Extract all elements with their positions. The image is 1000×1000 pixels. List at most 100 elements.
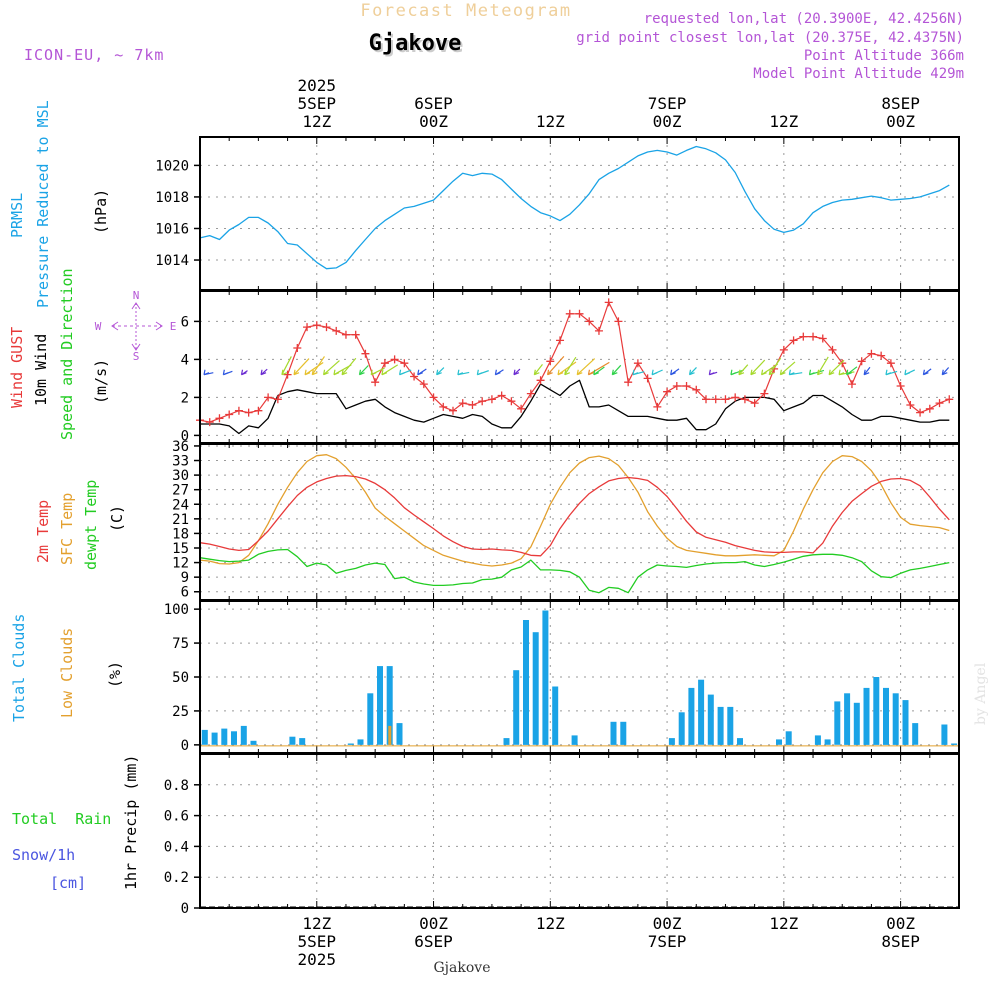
wind-gust-marker <box>614 317 623 326</box>
wind-gust-marker <box>633 359 642 368</box>
y-tick-label: 0 <box>181 428 189 444</box>
wind-arrow-head <box>863 369 870 376</box>
total-cloud-bar <box>289 736 296 745</box>
wind-gust-marker <box>351 330 360 339</box>
wind-arrow-head <box>222 369 229 376</box>
wind-arrow-head <box>370 369 377 376</box>
wind-arrow-head <box>417 369 423 376</box>
pressure-unit: (hPa) <box>92 189 110 234</box>
y-tick-label: 0 <box>181 738 189 754</box>
total-cloud-bar <box>542 610 549 745</box>
total-cloud-bar <box>707 694 714 745</box>
compass-rose: N S W E <box>95 289 177 363</box>
time-label-top: 12Z <box>302 112 331 131</box>
time-label-top: 6SEP <box>414 94 453 113</box>
precip-label: 1hr Precip (mm) <box>122 755 140 890</box>
wind-arrow-head <box>576 369 583 376</box>
wind-gust-marker <box>225 410 234 419</box>
total-cloud-bar <box>377 666 383 745</box>
info-point-altitude: Point Altitude 366m <box>804 48 964 64</box>
wind-arrow-head <box>293 369 300 376</box>
y-tick-label: 0 <box>181 901 189 917</box>
total-cloud-bar <box>717 706 724 745</box>
wind-direction-arrow <box>359 365 369 376</box>
location-title: Gjakove <box>369 31 462 56</box>
total-cloud-bar <box>688 687 695 745</box>
y-tick-label: 0.4 <box>164 839 189 855</box>
low-cloud-bar <box>388 725 392 745</box>
total-cloud-bar <box>853 702 860 745</box>
wind-gust-marker <box>779 345 788 354</box>
y-tick-label: 0.2 <box>164 870 189 886</box>
wind-gust-marker <box>390 355 399 364</box>
wind-gust-marker <box>925 404 934 413</box>
total-cloud-bar <box>698 679 705 745</box>
wind-arrow-head <box>494 369 501 376</box>
time-label-top: 00Z <box>653 112 682 131</box>
wind-direction-arrow <box>779 361 796 376</box>
info-model-altitude: Model Point Altitude 429m <box>753 66 964 82</box>
y-tick-label: 15 <box>172 541 189 557</box>
wind-direction-arrow <box>863 366 871 376</box>
wind-gust-marker <box>711 395 720 404</box>
y-tick-label: 0.8 <box>164 778 189 794</box>
wind-gust-marker <box>935 399 944 408</box>
y-tick-label: 25 <box>172 704 189 720</box>
wind-direction-arrow <box>311 356 325 376</box>
wind-arrow-head <box>708 369 715 376</box>
time-label-top: 12Z <box>769 112 798 131</box>
precip-rain-label: Total Rain <box>12 810 111 828</box>
total-cloud-bar <box>513 670 520 745</box>
wind-gust-marker <box>818 334 827 343</box>
wind-gust-marker <box>585 317 594 326</box>
wind-arrow-head <box>730 369 737 376</box>
temp-sfc-line <box>199 454 950 567</box>
total-cloud-bar <box>396 723 403 745</box>
wind-gust-marker <box>886 359 895 368</box>
wind-gust-marker <box>877 351 886 360</box>
wind-speed-label: Speed and Direction <box>58 268 76 440</box>
total-cloud-bar <box>883 687 889 745</box>
total-cloud-bar <box>532 632 539 745</box>
time-label-bottom: 5SEP <box>298 932 337 951</box>
wind-direction-arrow <box>941 367 950 376</box>
y-tick-label: 50 <box>172 670 189 686</box>
wind-gust-marker <box>264 393 273 402</box>
time-label-bottom: 12Z <box>536 914 565 933</box>
wind-gust-marker <box>906 401 915 409</box>
time-label-bottom: 2025 <box>298 950 337 969</box>
wind-gust-marker <box>682 382 691 390</box>
wind-direction-arrow <box>689 367 697 376</box>
wind-gust-marker <box>546 357 555 366</box>
wind-direction-arrow <box>304 361 324 376</box>
wind-gust-marker <box>205 418 214 427</box>
wind-gust-marker <box>478 397 487 406</box>
wind-gust-marker <box>896 382 905 390</box>
time-label-bottom: 00Z <box>653 914 682 933</box>
y-tick-label: 6 <box>181 314 189 330</box>
panel-frame <box>199 136 960 291</box>
info-gridpoint: grid point closest lon,lat (20.375E, 42.… <box>576 30 964 46</box>
wind-arrow-head <box>788 369 795 376</box>
y-tick-label: 1016 <box>155 221 189 237</box>
y-tick-label: 24 <box>172 497 189 513</box>
wind-direction-arrow <box>588 361 610 376</box>
total-cloud-bar <box>367 693 374 745</box>
time-label-bottom: 12Z <box>302 914 331 933</box>
wind-arrow-head <box>838 369 845 376</box>
wind-arrow-head <box>358 369 365 376</box>
precip-snow-label: Snow/1h <box>12 846 75 864</box>
y-tick-label: 1020 <box>155 158 189 174</box>
wind-gust-marker <box>672 382 681 390</box>
temp-2m-label: 2m Temp <box>34 500 52 563</box>
wind-arrow-head <box>738 369 745 376</box>
wind-arrow-head <box>322 369 329 376</box>
wind-arrow-head <box>922 369 929 376</box>
time-label-top: 2025 <box>298 76 337 95</box>
total-cloud-bar <box>552 686 559 745</box>
wind-gust-marker <box>380 359 389 368</box>
wind-arrow-head <box>240 369 247 376</box>
y-tick-label: 75 <box>172 636 189 652</box>
wind-gust-marker <box>575 309 584 318</box>
